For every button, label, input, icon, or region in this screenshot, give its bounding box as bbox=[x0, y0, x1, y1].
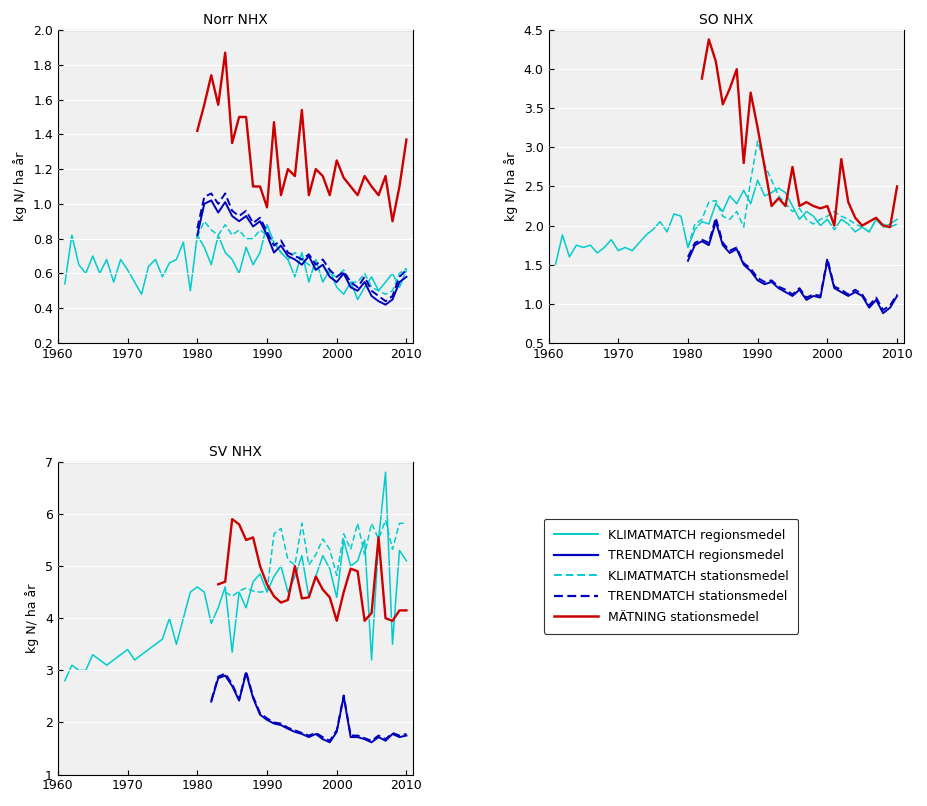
Y-axis label: kg N/ ha år: kg N/ ha år bbox=[504, 152, 518, 221]
Y-axis label: kg N/ ha år: kg N/ ha år bbox=[26, 584, 40, 653]
Y-axis label: kg N/ ha år: kg N/ ha år bbox=[14, 152, 28, 221]
Title: SV NHX: SV NHX bbox=[210, 445, 262, 459]
Legend: KLIMATMATCH regionsmedel, TRENDMATCH regionsmedel, KLIMATMATCH stationsmedel, TR: KLIMATMATCH regionsmedel, TRENDMATCH reg… bbox=[544, 519, 798, 634]
Title: SO NHX: SO NHX bbox=[699, 14, 754, 27]
Title: Norr NHX: Norr NHX bbox=[203, 14, 268, 27]
